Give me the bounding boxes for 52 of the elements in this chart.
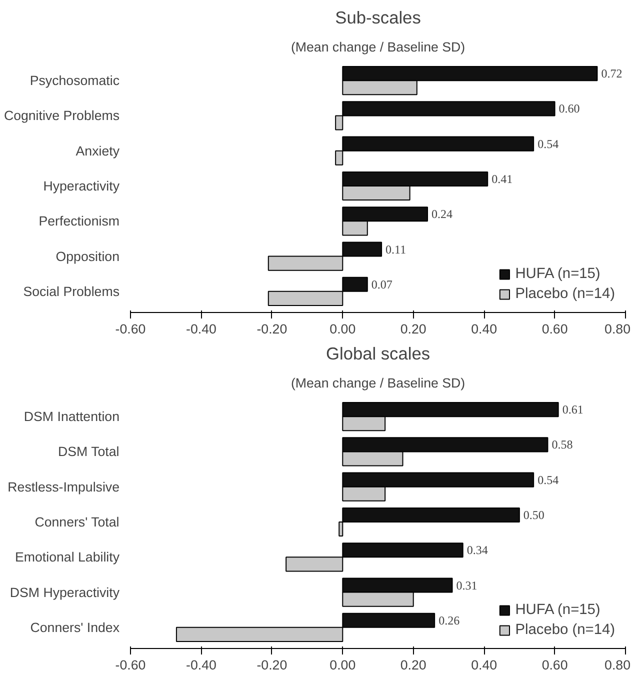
data-label: 0.50 [523,508,544,522]
y-tick-label: Social Problems [23,284,120,299]
data-label: 0.34 [466,543,488,558]
x-tick-label: -0.40 [186,322,216,336]
legend-label: HUFA (n=15) [515,602,600,618]
x-tick-label: 0.80 [604,658,631,672]
x-tick-label: 0.40 [471,658,498,672]
y-tick-label: Anxiety [76,143,120,158]
chart-title: Sub-scales [335,8,422,28]
y-tick-label: DSM Total [58,444,120,460]
data-label: 0.41 [492,172,513,186]
data-label: 0.31 [456,578,478,592]
chart-subtitle: (Mean change / Baseline SD) [290,40,466,54]
x-tick-label: -0.40 [186,658,216,672]
y-tick-label: Restless-Impulsive [8,479,120,494]
x-tick-label: -0.20 [256,658,288,672]
data-label: 0.60 [558,102,580,116]
data-label: 0.54 [538,472,559,487]
y-tick-label: DSM Hyperactivity [10,584,120,600]
data-label: 0.24 [432,207,452,222]
x-tick-label: -0.60 [115,322,146,336]
x-tick-label: 0.60 [542,322,568,336]
data-label: 0.26 [438,613,460,628]
data-label: 0.61 [562,402,584,417]
chart-title: Global scales [326,344,430,364]
x-tick-label: 0.40 [471,322,498,336]
y-tick-label: DSM Inattention [24,409,120,424]
data-label: 0.07 [371,277,392,292]
x-tick-label: -0.20 [256,322,288,336]
y-tick-label: Hyperactivity [43,178,120,194]
data-label: 0.72 [601,66,622,81]
y-tick-label: Conners' Total [34,514,120,530]
y-tick-label: Conners' Index [30,620,120,635]
chart-subtitle: (Mean change / Baseline SD) [290,376,466,390]
legend-label: Placebo (n=14) [515,622,615,638]
x-tick-label: 0.60 [542,658,568,672]
x-tick-label: 0.00 [330,322,356,336]
x-tick-label: 0.20 [400,658,426,672]
y-tick-label: Opposition [56,248,120,264]
x-tick-label: -0.60 [115,658,146,672]
legend-label: Placebo (n=14) [515,286,615,302]
y-tick-label: Cognitive Problems [4,108,120,124]
data-label: 0.54 [538,136,559,151]
x-tick-label: 0.20 [400,322,426,336]
data-label: 0.11 [386,242,406,256]
data-label: 0.58 [552,438,573,452]
y-tick-label: Psychosomatic [30,73,120,88]
x-tick-label: 0.80 [604,322,631,336]
y-tick-label: Perfectionism [38,214,120,229]
x-tick-label: 0.00 [330,658,356,672]
y-tick-label: Emotional Lability [15,550,120,565]
legend-label: HUFA (n=15) [515,266,600,282]
